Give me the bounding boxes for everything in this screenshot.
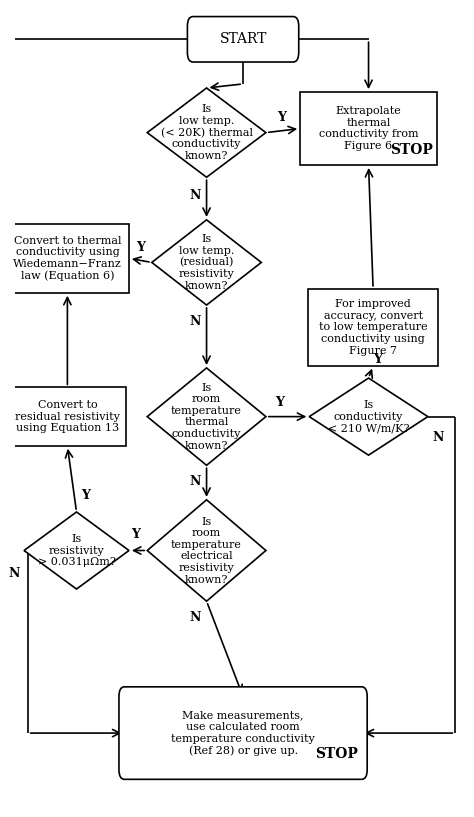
Text: Is
conductivity
< 210 W/m/K?: Is conductivity < 210 W/m/K? (328, 400, 410, 433)
FancyBboxPatch shape (187, 16, 299, 62)
Text: Y: Y (277, 111, 286, 124)
Polygon shape (24, 512, 129, 589)
Text: N: N (190, 190, 201, 203)
Bar (6, 224, 129, 292)
Text: Is
room
temperature
thermal
conductivity
known?: Is room temperature thermal conductivity… (171, 382, 242, 451)
Text: For improved
accuracy, convert
to low temperature
conductivity using
Figure 7: For improved accuracy, convert to low te… (319, 299, 428, 355)
Text: START: START (219, 33, 267, 47)
Bar (308, 289, 438, 366)
Bar (9, 387, 126, 446)
Text: N: N (190, 611, 201, 624)
Text: Convert to
residual resistivity
using Equation 13: Convert to residual resistivity using Eq… (15, 400, 120, 433)
Text: Y: Y (81, 489, 90, 502)
Text: STOP: STOP (391, 143, 433, 157)
Polygon shape (147, 368, 266, 466)
Text: Y: Y (136, 241, 145, 254)
Text: N: N (8, 567, 19, 580)
Polygon shape (309, 378, 428, 455)
Polygon shape (147, 88, 266, 177)
FancyBboxPatch shape (119, 687, 367, 779)
Bar (300, 92, 437, 165)
Text: Is
low temp.
(residual)
resistivity
known?: Is low temp. (residual) resistivity know… (179, 234, 235, 291)
Text: Is
room
temperature
electrical
resistivity
known?: Is room temperature electrical resistivi… (171, 516, 242, 584)
Text: Is
low temp.
(< 20K) thermal
conductivity
known?: Is low temp. (< 20K) thermal conductivit… (161, 105, 253, 161)
Text: Y: Y (275, 395, 284, 408)
Text: N: N (190, 475, 201, 488)
Text: Y: Y (373, 353, 382, 366)
Text: Y: Y (131, 528, 140, 541)
Text: Make measurements,
use calculated room
temperature conductivity
(Ref 28) or give: Make measurements, use calculated room t… (171, 710, 315, 756)
Text: N: N (190, 315, 201, 328)
Text: N: N (432, 431, 444, 444)
Text: STOP: STOP (315, 748, 358, 761)
Text: Convert to thermal
conductivity using
Wiedemann−Franz
law (Equation 6): Convert to thermal conductivity using Wi… (13, 235, 122, 281)
Polygon shape (152, 220, 261, 305)
Polygon shape (147, 500, 266, 601)
Text: Extrapolate
thermal
conductivity from
Figure 6: Extrapolate thermal conductivity from Fi… (319, 106, 419, 151)
Text: Is
resistivity
> 0.031μΩm?: Is resistivity > 0.031μΩm? (37, 534, 116, 567)
